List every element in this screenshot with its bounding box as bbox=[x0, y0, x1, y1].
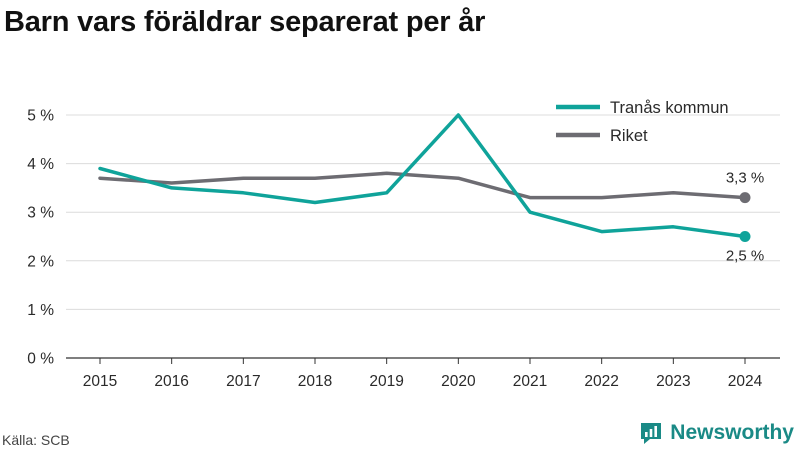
end-value-label: 2,5 % bbox=[726, 248, 764, 265]
y-tick-label: 3 % bbox=[27, 205, 54, 222]
y-tick-label: 1 % bbox=[27, 302, 54, 319]
series-group: 3,3 % 2,5 % bbox=[98, 113, 764, 265]
chart-title: Barn vars föräldrar separerat per år bbox=[4, 6, 486, 38]
x-tick-label: 2023 bbox=[656, 373, 690, 390]
y-axis-ticks: 0 % 1 % 2 % 3 % 4 % 5 % bbox=[27, 108, 54, 368]
newsworthy-logo-icon bbox=[641, 423, 662, 444]
y-tick-label: 5 % bbox=[27, 108, 54, 125]
x-tick-label: 2020 bbox=[441, 373, 476, 390]
legend: Tranås kommun Riket bbox=[556, 99, 729, 145]
x-tick-label: 2018 bbox=[298, 373, 332, 390]
x-tick-label: 2017 bbox=[226, 373, 260, 390]
x-tick-label: 2015 bbox=[83, 373, 117, 390]
x-tick-label: 2024 bbox=[728, 373, 763, 390]
y-tick-label: 2 % bbox=[27, 253, 54, 270]
x-tick-label: 2021 bbox=[513, 373, 547, 390]
x-tick-label: 2016 bbox=[154, 373, 188, 390]
series-line bbox=[98, 113, 747, 239]
legend-label: Tranås kommun bbox=[610, 99, 729, 117]
end-value-label: 3,3 % bbox=[726, 170, 764, 187]
series-end-point bbox=[739, 231, 751, 242]
y-tick-label: 0 % bbox=[27, 351, 54, 368]
x-tick-label: 2019 bbox=[369, 373, 403, 390]
grid-lines bbox=[66, 114, 780, 310]
source-note: Källa: SCB bbox=[2, 432, 70, 448]
brand-name: Newsworthy bbox=[670, 421, 794, 444]
series-end-point bbox=[739, 192, 751, 204]
x-tick-label: 2022 bbox=[584, 373, 618, 390]
brand-logo: Newsworthy bbox=[638, 420, 794, 446]
legend-label: Riket bbox=[610, 127, 648, 145]
series-line bbox=[98, 171, 747, 200]
y-tick-label: 4 % bbox=[27, 156, 54, 173]
x-axis-ticks: 2015 2016 2017 2018 2019 2020 2021 2022 2023 2024 bbox=[83, 358, 763, 390]
